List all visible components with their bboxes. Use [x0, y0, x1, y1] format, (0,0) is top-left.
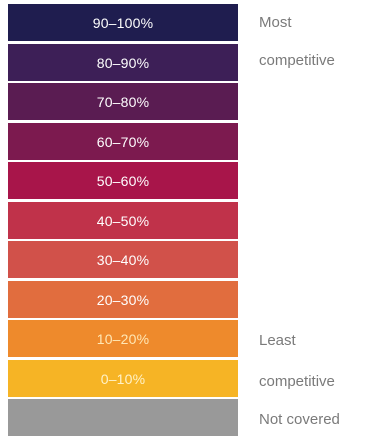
legend-band: 50–60% [8, 162, 238, 199]
legend-band: 20–30% [8, 281, 238, 318]
legend-band [8, 399, 238, 436]
most-competitive-label: competitive [259, 52, 335, 69]
legend-band-label: 20–30% [96, 291, 150, 308]
legend-band: 60–70% [8, 123, 238, 160]
legend-band: 30–40% [8, 241, 238, 278]
legend-band: 10–20% [8, 320, 238, 357]
legend-band-label: 50–60% [96, 172, 150, 189]
legend-band: 0–10% [8, 360, 238, 397]
least-competitive-label: competitive [259, 373, 335, 390]
legend-band-label: 40–50% [96, 212, 150, 229]
least-label: Least [259, 332, 296, 349]
legend-band-label: 70–80% [96, 93, 150, 110]
legend-band-label: 0–10% [100, 370, 146, 387]
competitiveness-legend: 90–100% 80–90% 70–80% 60–70% 50–60% 40–50% 30–… [8, 4, 238, 439]
legend-band: 70–80% [8, 83, 238, 120]
legend-band-label: 80–90% [96, 54, 150, 71]
legend-band: 40–50% [8, 202, 238, 239]
legend-band: 90–100% [8, 4, 238, 41]
legend-band-label: 60–70% [96, 133, 150, 150]
legend-band-label: 90–100% [92, 14, 154, 31]
not-covered-label: Not covered [259, 411, 340, 428]
legend-band: 80–90% [8, 44, 238, 81]
legend-band-label: 10–20% [96, 330, 150, 347]
legend-band-label: 30–40% [96, 251, 150, 268]
most-label: Most [259, 14, 292, 31]
